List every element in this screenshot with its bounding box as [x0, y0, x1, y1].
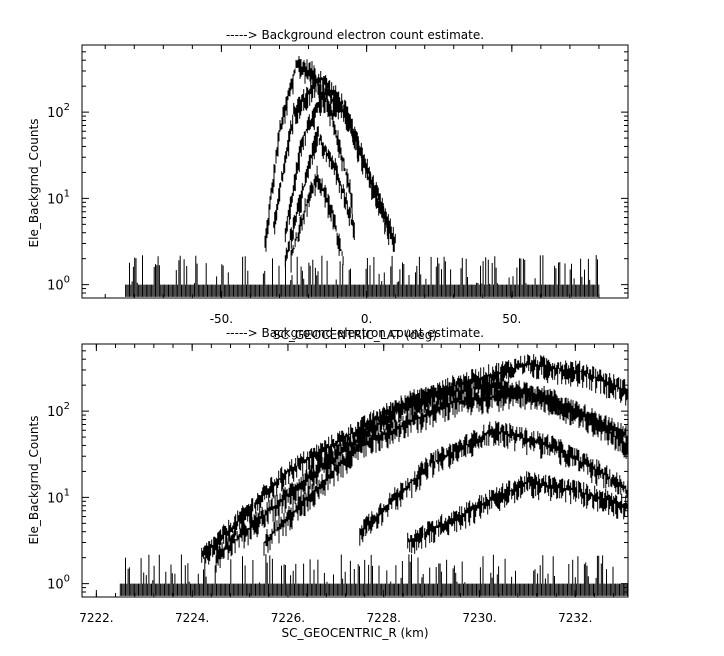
x-tick-label: -50.	[210, 312, 233, 326]
x-tick-label: 7222.	[79, 611, 113, 625]
plot-data	[125, 56, 600, 297]
y-axis: 100 101 102	[47, 350, 628, 598]
y-tick-label: 102	[47, 401, 70, 420]
series-group	[125, 56, 600, 297]
y-tick-label: 102	[47, 102, 70, 121]
series-trace	[407, 471, 628, 554]
series-trace	[284, 86, 396, 252]
y-axis: 100 101 102	[47, 51, 628, 299]
x-axis: 7222. 7224. 7226. 7228. 7230. 7232.	[79, 344, 615, 625]
chart-title: -----> Background electron count estimat…	[226, 28, 484, 42]
plot-frame	[81, 343, 629, 598]
series-group	[119, 354, 628, 596]
y-tick-label: 100	[47, 574, 70, 593]
series-trace	[263, 383, 628, 556]
y-axis-label: Ele_Backgrnd_Counts	[27, 119, 41, 248]
y-tick-label: 101	[47, 487, 70, 506]
x-tick-label: 7226.	[271, 611, 305, 625]
x-tick-label: 7230.	[462, 611, 496, 625]
y-tick-label: 100	[47, 275, 70, 294]
x-tick-label: 0.	[361, 312, 372, 326]
plot-data	[119, 354, 628, 596]
x-tick-label: 7232.	[558, 611, 592, 625]
x-axis: -50. 0. 50.	[104, 45, 600, 326]
x-tick-label: 50.	[502, 312, 521, 326]
chart-lat: -----> Background electron count estimat…	[27, 28, 629, 342]
x-axis-label: SC_GEOCENTRIC_LAT (deg)	[273, 328, 437, 342]
noise-floor	[119, 554, 628, 596]
x-tick-label: 7224.	[175, 611, 209, 625]
series-trace	[290, 165, 344, 273]
plot-frame	[81, 44, 629, 299]
x-tick-label: 7228.	[367, 611, 401, 625]
series-trace	[359, 421, 628, 546]
y-axis-label: Ele_Backgrnd_Counts	[27, 416, 41, 545]
y-tick-label: 101	[47, 188, 70, 207]
noise-floor	[125, 255, 600, 297]
x-axis-label: SC_GEOCENTRIC_R (km)	[282, 626, 429, 640]
chart-title: -----> Background electron count estimat…	[226, 326, 484, 340]
chart-radius: -----> Background electron count estimat…	[27, 326, 629, 640]
